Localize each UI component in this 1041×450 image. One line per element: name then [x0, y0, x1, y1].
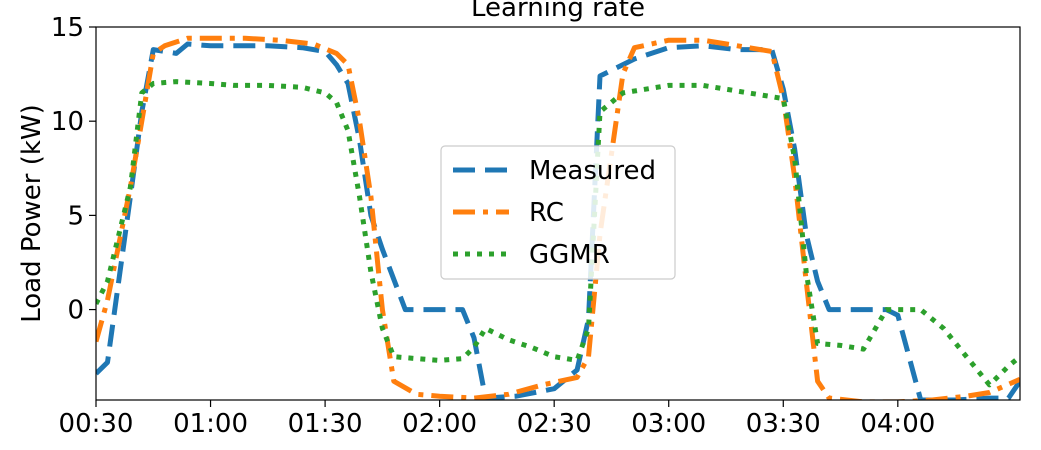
legend: Measured RC GGMR [440, 145, 676, 280]
series-lines [96, 35, 1020, 400]
series-line-rc [96, 35, 1020, 400]
legend-label-rc: RC [529, 198, 564, 228]
y-tick-label: 15 [51, 13, 84, 43]
legend-box [440, 145, 676, 280]
axis-ticks: 0 5 10 15 00:30 01:00 01:30 02:00 02:30 03:00 03:3… [51, 13, 935, 439]
plot-frame [95, 26, 1021, 401]
legend-label-measured: Measured [529, 156, 656, 186]
y-tick-label: 0 [67, 296, 84, 326]
x-tick-label: 01:00 [173, 409, 248, 439]
x-tick-label: 01:30 [288, 409, 363, 439]
x-tick-label: 02:00 [402, 409, 477, 439]
x-tick-label: 02:30 [517, 409, 592, 439]
chart-title: Learning rate [471, 0, 645, 23]
y-axis-label: Load Power (kW) [17, 104, 47, 323]
legend-label-ggmr: GGMR [529, 240, 610, 270]
y-tick-label: 5 [67, 201, 84, 231]
x-tick-label: 00:30 [59, 409, 134, 439]
x-tick-label: 04:00 [860, 409, 935, 439]
y-tick-label: 10 [51, 107, 84, 137]
x-tick-label: 03:00 [631, 409, 706, 439]
series-line-measured [96, 41, 1020, 400]
x-tick-label: 03:30 [746, 409, 821, 439]
